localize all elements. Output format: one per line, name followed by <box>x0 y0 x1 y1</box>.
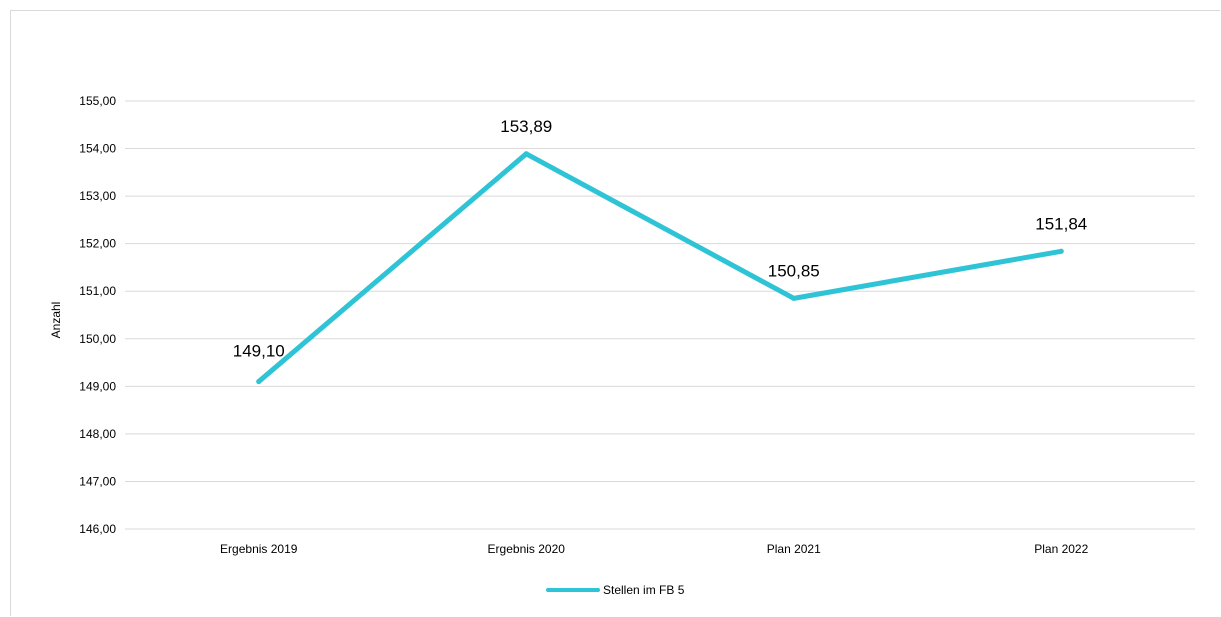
data-label: 150,85 <box>768 261 820 280</box>
chart-frame <box>10 10 1220 616</box>
y-tick-label: 155,00 <box>79 94 116 108</box>
x-tick-label: Ergebnis 2019 <box>220 542 298 556</box>
y-axis-tick-labels: 146,00 147,00 148,00 149,00 150,00 151,00 152,… <box>79 94 116 536</box>
legend-label: Stellen im FB 5 <box>603 583 685 597</box>
data-point[interactable] <box>791 295 797 301</box>
series-line[interactable] <box>256 151 1064 385</box>
y-tick-label: 148,00 <box>79 427 116 441</box>
legend[interactable]: Stellen im FB 5 <box>546 583 685 597</box>
data-labels: 149,10 153,89 150,85 151,84 <box>233 117 1088 361</box>
data-label: 151,84 <box>1035 214 1087 233</box>
y-tick-label: 152,00 <box>79 237 116 251</box>
y-tick-label: 150,00 <box>79 332 116 346</box>
y-tick-label: 149,00 <box>79 379 116 393</box>
y-axis-title: Anzahl <box>49 302 63 339</box>
y-tick-label: 154,00 <box>79 142 116 156</box>
series-layer <box>256 151 1064 385</box>
x-tick-label: Plan 2021 <box>767 542 821 556</box>
x-tick-label: Plan 2022 <box>1034 542 1088 556</box>
data-label: 149,10 <box>233 342 285 361</box>
gridlines <box>125 100 1195 530</box>
data-label: 153,89 <box>500 117 552 136</box>
data-point[interactable] <box>523 151 529 157</box>
data-point[interactable] <box>256 379 262 385</box>
data-point[interactable] <box>1058 248 1064 254</box>
y-tick-label: 146,00 <box>79 522 116 536</box>
y-tick-label: 147,00 <box>79 474 116 488</box>
y-tick-label: 153,00 <box>79 189 116 203</box>
y-tick-label: 151,00 <box>79 284 116 298</box>
x-tick-label: Ergebnis 2020 <box>488 542 566 556</box>
x-axis-tick-labels: Ergebnis 2019 Ergebnis 2020 Plan 2021 Plan … <box>220 542 1089 556</box>
